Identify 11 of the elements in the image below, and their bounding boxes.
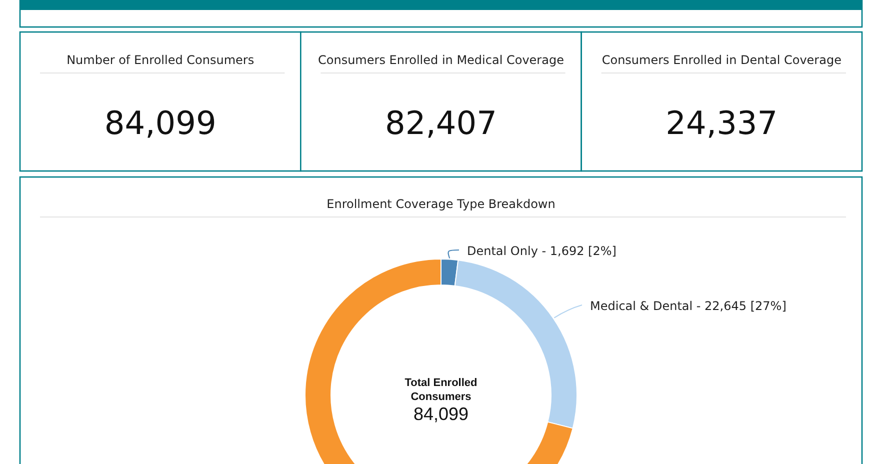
- slice-label: Medical & Dental - 22,645 [27%]: [590, 299, 786, 313]
- slice-label: Dental Only - 1,692 [2%]: [467, 244, 616, 258]
- text: Number of Enrolled Consumers: [66, 53, 254, 67]
- text: Consumers Enrolled in Medical Coverage: [318, 53, 564, 67]
- chart-title: Enrollment Coverage Type Breakdown: [326, 197, 556, 211]
- text: Total Enrolled Consumers: [404, 377, 478, 403]
- text: 84,099: [104, 104, 216, 142]
- text: 24,337: [666, 104, 778, 142]
- text: Consumers Enrolled in Dental Coverage: [602, 53, 842, 67]
- text: 84,099: [413, 404, 469, 424]
- text: 82,407: [385, 104, 497, 142]
